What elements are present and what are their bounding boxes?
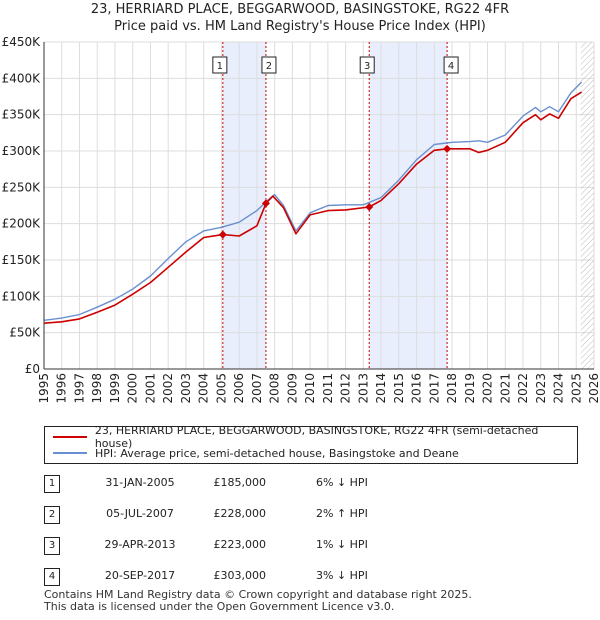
transaction-date: 20-SEP-2017 xyxy=(104,569,176,582)
series-line-hpi xyxy=(43,81,583,321)
table-row: 3 29-APR-2013 £223,000 1% ↓ HPI xyxy=(44,537,444,555)
transaction-label-box-2 xyxy=(261,56,277,74)
chart-legend: 23, HERRIARD PLACE, BEGGARWOOD, BASINGST… xyxy=(44,424,578,464)
transaction-point-4 xyxy=(443,144,452,153)
x-tick-label: 2003 xyxy=(179,373,193,404)
legend-swatch-property xyxy=(53,436,87,438)
transaction-date: 05-JUL-2007 xyxy=(106,507,174,520)
chart-title: 23, HERRIARD PLACE, BEGGARWOOD, BASINGST… xyxy=(90,2,510,17)
legend-item-hpi: HPI: Average price, semi-detached house,… xyxy=(53,445,459,461)
y-tick-label: £400K xyxy=(2,71,42,85)
transaction-number: 4 xyxy=(44,568,60,586)
transaction-point-2 xyxy=(261,199,270,208)
legend-label-hpi: HPI: Average price, semi-detached house,… xyxy=(95,446,459,460)
y-tick-label: £250K xyxy=(2,180,42,194)
y-tick-label: £450K xyxy=(2,35,42,49)
transaction-label-box-3 xyxy=(359,56,375,74)
x-tick-label: 2018 xyxy=(445,373,459,404)
y-tick-label: £350K xyxy=(2,108,42,122)
transaction-number: 3 xyxy=(44,537,60,555)
transaction-date: 31-JAN-2005 xyxy=(105,476,175,489)
x-tick-label: 1995 xyxy=(37,373,51,404)
transaction-number: 2 xyxy=(44,506,60,524)
chart-subtitle: Price paid vs. HM Land Registry's House … xyxy=(114,19,486,34)
x-tick-label: 2013 xyxy=(356,373,370,404)
x-tick-label: 2017 xyxy=(427,373,441,404)
transaction-hpi-diff: 2% ↑ HPI xyxy=(316,507,368,520)
transaction-label-1: 1 xyxy=(217,61,223,72)
transaction-point-3 xyxy=(365,202,374,211)
x-tick-label: 2023 xyxy=(534,373,548,404)
table-row: 1 31-JAN-2005 £185,000 6% ↓ HPI xyxy=(44,475,444,493)
table-row: 4 20-SEP-2017 £303,000 3% ↓ HPI xyxy=(44,568,444,586)
transaction-price: £223,000 xyxy=(213,538,267,551)
x-tick-label: 2016 xyxy=(410,373,424,404)
y-tick-label: £200K xyxy=(2,217,42,231)
transaction-price: £303,000 xyxy=(213,569,267,582)
transaction-label-4: 4 xyxy=(448,61,454,72)
series-line-property xyxy=(43,91,583,324)
x-tick-label: 2014 xyxy=(374,373,388,404)
x-tick-label: 2026 xyxy=(587,373,600,404)
x-tick-label: 2012 xyxy=(339,373,353,404)
x-tick-label: 2006 xyxy=(232,373,246,404)
transaction-label-box-4 xyxy=(443,56,459,74)
transaction-price: £185,000 xyxy=(213,476,267,489)
x-tick-label: 2008 xyxy=(268,373,282,404)
x-tick-label: 1999 xyxy=(108,373,122,404)
x-tick-label: 2002 xyxy=(161,373,175,404)
y-tick-label: £100K xyxy=(2,289,42,303)
y-tick-label: £0 xyxy=(25,362,40,376)
x-tick-label: 2020 xyxy=(481,373,495,404)
transaction-date: 29-APR-2013 xyxy=(104,538,176,551)
x-tick-label: 2001 xyxy=(143,373,157,404)
transaction-number: 1 xyxy=(44,475,60,493)
x-tick-label: 2004 xyxy=(197,373,211,404)
transaction-hpi-diff: 3% ↓ HPI xyxy=(316,569,368,582)
legend-label-property: 23, HERRIARD PLACE, BEGGARWOOD, BASINGST… xyxy=(94,424,539,450)
x-tick-label: 2010 xyxy=(303,373,317,404)
transaction-label-box-1 xyxy=(212,56,228,74)
x-tick-label: 1996 xyxy=(55,373,69,404)
transaction-label-2: 2 xyxy=(266,61,272,72)
legend-item-property: 23, HERRIARD PLACE, BEGGARWOOD, BASINGST… xyxy=(53,424,577,450)
x-tick-label: 2000 xyxy=(126,373,140,404)
transaction-label-3: 3 xyxy=(364,61,370,72)
x-tick-label: 2025 xyxy=(569,373,583,404)
x-tick-label: 2007 xyxy=(250,373,264,404)
footer-licence: This data is licensed under the Open Gov… xyxy=(44,600,395,613)
x-tick-label: 2021 xyxy=(498,373,512,404)
footer-copyright: Contains HM Land Registry data © Crown c… xyxy=(44,588,472,601)
y-tick-label: £300K xyxy=(2,144,42,158)
x-tick-label: 2005 xyxy=(214,373,228,404)
x-tick-label: 1997 xyxy=(72,373,86,404)
transaction-price: £228,000 xyxy=(213,507,267,520)
x-tick-label: 2011 xyxy=(321,373,335,404)
x-tick-label: 2019 xyxy=(463,373,477,404)
x-tick-label: 2015 xyxy=(392,373,406,404)
shaded-band-1 xyxy=(222,42,266,369)
transaction-hpi-diff: 1% ↓ HPI xyxy=(316,538,368,551)
x-tick-label: 1998 xyxy=(90,373,104,404)
x-tick-label: 2022 xyxy=(516,373,530,404)
transaction-point-1 xyxy=(218,230,227,239)
x-tick-label: 2024 xyxy=(552,373,566,404)
forecast-hatch xyxy=(580,42,594,369)
legend-swatch-hpi xyxy=(53,452,87,454)
y-tick-label: £50K xyxy=(9,326,41,340)
y-tick-label: £150K xyxy=(2,253,42,267)
transaction-hpi-diff: 6% ↓ HPI xyxy=(316,476,368,489)
price-chart: 1 2 3 4 £0 £50K £100K £150K £200K £250K £300K £350… xyxy=(2,35,600,404)
x-tick-label: 2009 xyxy=(285,373,299,404)
table-row: 2 05-JUL-2007 £228,000 2% ↑ HPI xyxy=(44,506,444,524)
